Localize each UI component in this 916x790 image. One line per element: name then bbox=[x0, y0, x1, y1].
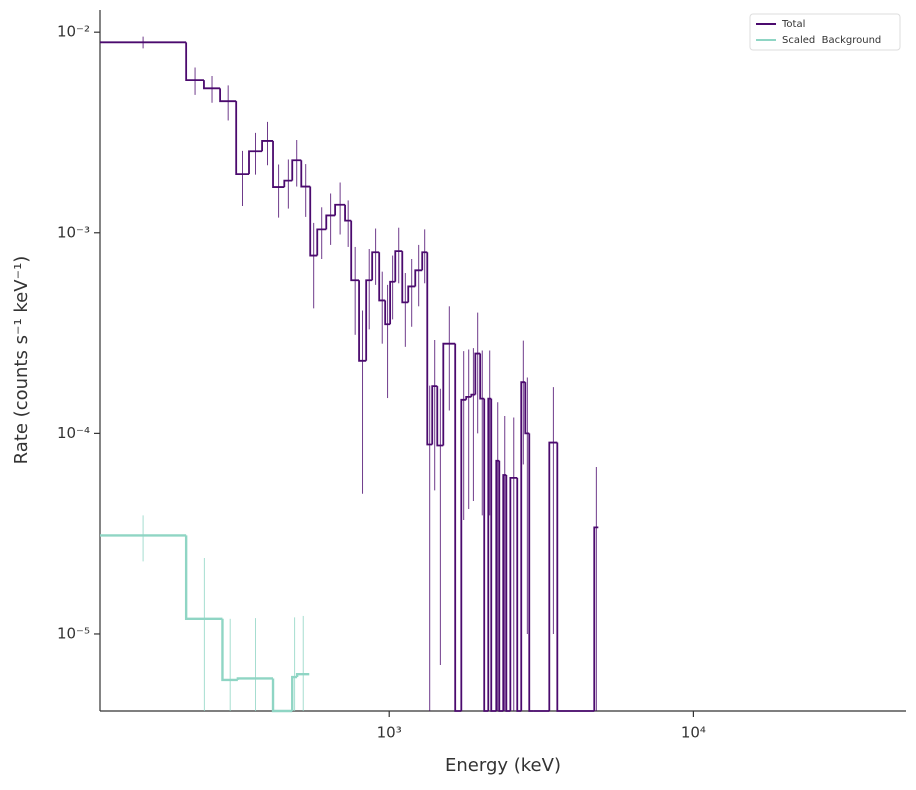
step bbox=[378, 252, 386, 302]
step bbox=[490, 398, 497, 712]
step bbox=[325, 214, 336, 230]
step bbox=[236, 677, 274, 680]
x-axis-label: Energy (keV) bbox=[445, 755, 561, 776]
step bbox=[502, 474, 507, 711]
step bbox=[389, 280, 396, 325]
step bbox=[556, 442, 595, 712]
step bbox=[465, 395, 472, 400]
step bbox=[495, 459, 500, 711]
step bbox=[350, 220, 360, 282]
step bbox=[524, 382, 530, 435]
step bbox=[401, 251, 409, 304]
step bbox=[271, 678, 293, 713]
step bbox=[479, 353, 485, 400]
step bbox=[291, 675, 298, 711]
step bbox=[295, 673, 310, 678]
step bbox=[431, 385, 438, 445]
step bbox=[505, 475, 511, 712]
step bbox=[394, 250, 403, 282]
step bbox=[426, 252, 433, 446]
step bbox=[221, 618, 238, 682]
step bbox=[487, 397, 492, 711]
legend-box bbox=[749, 13, 901, 51]
step bbox=[334, 203, 346, 216]
step bbox=[344, 204, 352, 222]
step bbox=[509, 476, 518, 711]
step bbox=[516, 477, 522, 712]
step bbox=[548, 441, 558, 711]
step bbox=[358, 280, 367, 362]
legend-label: Scaled Background bbox=[782, 35, 881, 46]
y-axis-label: Rate (counts s⁻¹ keV⁻¹) bbox=[11, 256, 32, 465]
step bbox=[248, 150, 263, 175]
step bbox=[436, 386, 444, 447]
step bbox=[365, 279, 373, 361]
step bbox=[300, 160, 311, 188]
y-tick-label: 10⁻⁴ bbox=[57, 424, 90, 442]
step bbox=[407, 285, 416, 303]
x-tick-label: 10³ bbox=[377, 724, 402, 742]
x-tick-label: 10⁴ bbox=[681, 724, 706, 742]
step bbox=[414, 269, 423, 287]
step bbox=[184, 535, 223, 621]
step bbox=[291, 159, 302, 181]
step bbox=[442, 342, 456, 446]
step bbox=[528, 433, 534, 712]
step bbox=[309, 186, 318, 257]
step bbox=[593, 526, 599, 711]
step bbox=[421, 251, 428, 271]
y-tick-label: 10⁻² bbox=[57, 23, 90, 41]
y-tick-label: 10⁻⁵ bbox=[57, 624, 90, 642]
step bbox=[460, 398, 467, 711]
step bbox=[185, 42, 204, 81]
step bbox=[474, 352, 481, 395]
step bbox=[235, 101, 250, 176]
step bbox=[470, 393, 476, 397]
step bbox=[520, 381, 526, 711]
legend-label: Total bbox=[781, 19, 805, 30]
step bbox=[483, 398, 489, 712]
step bbox=[498, 460, 504, 712]
step bbox=[203, 80, 221, 90]
step bbox=[454, 343, 462, 712]
step bbox=[283, 179, 293, 188]
y-tick-label: 10⁻³ bbox=[57, 223, 90, 241]
step bbox=[371, 251, 380, 281]
step bbox=[316, 228, 327, 256]
step bbox=[384, 300, 391, 326]
step bbox=[272, 140, 285, 188]
step bbox=[261, 140, 274, 152]
step bbox=[219, 88, 237, 103]
